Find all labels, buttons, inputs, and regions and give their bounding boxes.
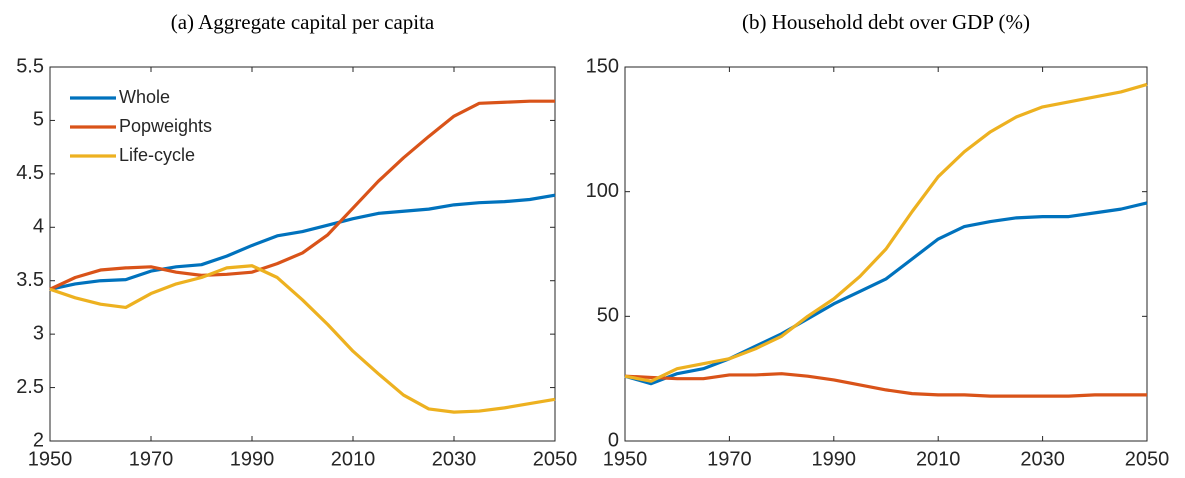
y-tick-label: 0 <box>608 429 619 451</box>
x-tick-label: 1970 <box>129 448 174 470</box>
x-tick-label: 2030 <box>1020 448 1065 470</box>
data-line <box>624 201 1148 386</box>
y-tick-label: 50 <box>597 305 619 327</box>
x-tick-label: 2010 <box>331 448 376 470</box>
y-tick-label: 2 <box>33 429 44 451</box>
plot-frame <box>49 66 556 442</box>
y-tick-label: 150 <box>586 55 619 77</box>
x-tick-label: 2050 <box>1125 448 1170 470</box>
data-line <box>49 193 556 291</box>
chart-title: (a) Aggregate capital per capita <box>171 10 435 34</box>
x-tick-label: 1970 <box>707 448 752 470</box>
y-tick-label: 2.5 <box>16 376 44 398</box>
legend-label: Popweights <box>119 116 212 136</box>
data-line <box>624 372 1147 398</box>
x-tick-label: 1990 <box>230 448 275 470</box>
x-tick-label: 2010 <box>916 448 961 470</box>
x-tick-label: 1990 <box>812 448 857 470</box>
data-line <box>624 82 1148 383</box>
legend-label: Whole <box>119 87 170 107</box>
chart-title: (b) Household debt over GDP (%) <box>742 10 1030 34</box>
y-tick-label: 4.5 <box>16 162 44 184</box>
y-tick-label: 3 <box>33 322 44 344</box>
legend-label: Life-cycle <box>119 145 195 165</box>
plot-frame <box>624 66 1148 442</box>
y-tick-label: 3.5 <box>16 269 44 291</box>
y-tick-label: 5 <box>33 109 44 131</box>
data-line <box>49 264 556 414</box>
chart-panel: (a) Aggregate capital per capita 1950 1970… <box>16 10 577 470</box>
y-tick-label: 5.5 <box>16 55 44 77</box>
chart-panel: (b) Household debt over GDP (%) 1950 1970 1… <box>586 10 1170 470</box>
y-tick-label: 4 <box>33 216 44 238</box>
x-tick-label: 1950 <box>28 448 73 470</box>
x-tick-label: 2030 <box>432 448 477 470</box>
data-line <box>49 99 555 291</box>
x-tick-label: 2050 <box>533 448 578 470</box>
x-tick-label: 1950 <box>603 448 648 470</box>
y-tick-label: 100 <box>586 180 619 202</box>
